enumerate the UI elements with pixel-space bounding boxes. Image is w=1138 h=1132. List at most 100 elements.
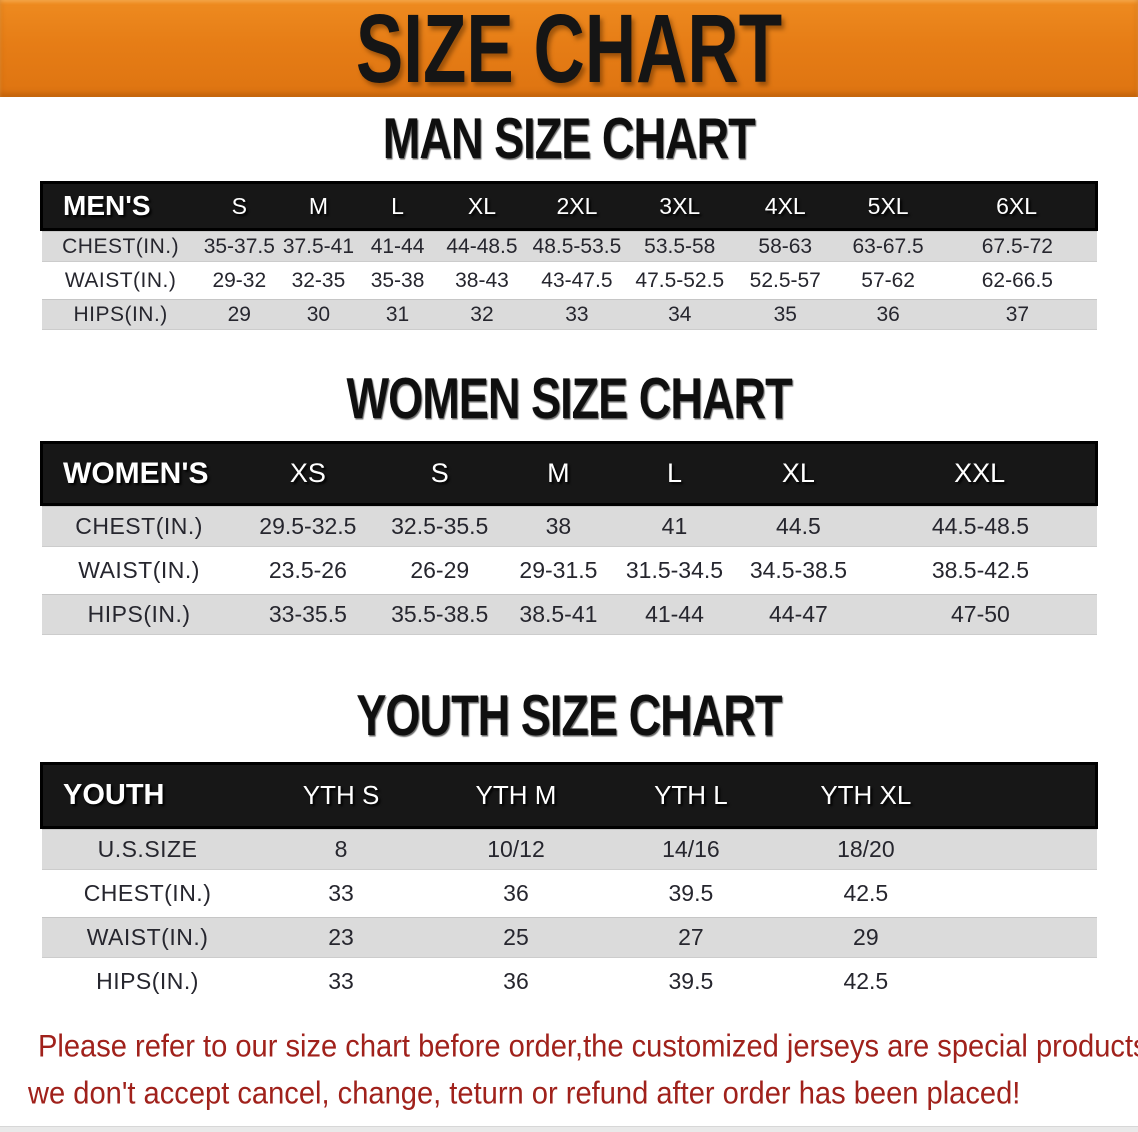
women-section-title: WOMEN SIZE CHART bbox=[346, 365, 792, 431]
banner-title: SIZE CHART bbox=[355, 0, 783, 104]
women-row-label-2: HIPS(IN.) bbox=[41, 592, 237, 638]
youth-value-0-3: 18/20 bbox=[778, 827, 954, 873]
youth-row-label-3: HIPS(IN.) bbox=[41, 959, 254, 1005]
women-value-2-2: 38.5-41 bbox=[500, 592, 617, 638]
women-value-1-2: 29-31.5 bbox=[500, 548, 617, 594]
youth-row-label-0: U.S.SIZE bbox=[41, 827, 254, 873]
men-value-1-0: 29-32 bbox=[199, 263, 279, 299]
youth-value-3-0: 33 bbox=[253, 959, 429, 1005]
men-header-row: MEN'S S M L XL 2XL 3XL 4XL 5XL 6XL bbox=[39, 181, 1099, 231]
youth-value-3-3: 42.5 bbox=[778, 959, 954, 1005]
men-size-table-wrap: MEN'S S M L XL 2XL 3XL 4XL 5XL 6XL CHEST(IN.) 35-37… bbox=[0, 181, 1138, 333]
youth-value-spacer-3 bbox=[953, 959, 1097, 1005]
women-value-1-5: 38.5-42.5 bbox=[864, 548, 1097, 594]
youth-size-table: YOUTH YTH S YTH M YTH L YTH XL U.S.SIZE 8 10/12… bbox=[39, 762, 1099, 1005]
youth-measure-row-1: CHEST(IN.) 33 36 39.5 42.5 bbox=[41, 871, 1097, 917]
youth-measure-row-2: WAIST(IN.) 23 25 27 29 bbox=[41, 915, 1097, 961]
women-size-table-wrap: WOMEN'S XS S M L XL XXL CHEST(IN.) 29.5-32.5 32.5… bbox=[0, 441, 1138, 638]
women-group-label: WOMEN'S bbox=[39, 441, 237, 506]
women-size-col-4: XL bbox=[732, 441, 865, 506]
youth-section-title: YOUTH SIZE CHART bbox=[356, 682, 782, 748]
women-value-2-5: 47-50 bbox=[864, 592, 1097, 638]
women-size-table: WOMEN'S XS S M L XL XXL CHEST(IN.) 29.5-32.5 32.5… bbox=[39, 441, 1099, 638]
women-size-section: WOMEN SIZE CHART WOMEN'S XS S M L XL XXL CHEST(… bbox=[0, 365, 1138, 638]
women-size-col-5: XXL bbox=[864, 441, 1099, 506]
men-value-2-8: 37 bbox=[938, 297, 1097, 333]
youth-value-1-1: 36 bbox=[428, 871, 604, 917]
youth-value-2-0: 23 bbox=[253, 915, 429, 961]
youth-value-1-2: 39.5 bbox=[603, 871, 779, 917]
women-value-0-3: 41 bbox=[616, 504, 733, 550]
youth-value-spacer-1 bbox=[953, 871, 1097, 917]
women-value-1-4: 34.5-38.5 bbox=[732, 548, 865, 594]
men-section-heading: MAN SIZE CHART bbox=[0, 105, 1138, 171]
women-value-2-3: 41-44 bbox=[616, 592, 733, 638]
youth-value-1-0: 33 bbox=[253, 871, 429, 917]
men-value-2-7: 36 bbox=[838, 297, 939, 333]
men-value-0-4: 48.5-53.5 bbox=[526, 229, 628, 265]
youth-group-label: YOUTH bbox=[39, 762, 254, 829]
youth-size-col-3: YTH XL bbox=[778, 762, 954, 829]
women-size-col-3: L bbox=[616, 441, 733, 506]
men-size-col-8: 6XL bbox=[938, 181, 1099, 231]
youth-value-3-2: 39.5 bbox=[603, 959, 779, 1005]
women-section-heading: WOMEN SIZE CHART bbox=[0, 365, 1138, 431]
men-value-2-2: 31 bbox=[358, 297, 438, 333]
youth-row-label-1: CHEST(IN.) bbox=[41, 871, 254, 917]
men-value-2-5: 34 bbox=[627, 297, 733, 333]
youth-value-0-2: 14/16 bbox=[603, 827, 779, 873]
youth-header-row: YOUTH YTH S YTH M YTH L YTH XL bbox=[39, 762, 1099, 829]
youth-value-3-1: 36 bbox=[428, 959, 604, 1005]
youth-spacer-col bbox=[953, 762, 1099, 829]
men-value-0-0: 35-37.5 bbox=[199, 229, 279, 265]
men-group-label: MEN'S bbox=[39, 181, 200, 231]
youth-value-2-2: 27 bbox=[603, 915, 779, 961]
men-size-col-1: M bbox=[278, 181, 358, 231]
youth-size-table-wrap: YOUTH YTH S YTH M YTH L YTH XL U.S.SIZE 8 10/12… bbox=[0, 762, 1138, 1005]
men-size-col-5: 3XL bbox=[627, 181, 733, 231]
men-measure-row-1: WAIST(IN.) 29-32 32-35 35-38 38-43 43-47.5 47.… bbox=[41, 263, 1097, 299]
men-measure-row-2: HIPS(IN.) 29 30 31 32 33 34 35 36 37 bbox=[41, 297, 1097, 333]
youth-row-label-2: WAIST(IN.) bbox=[41, 915, 254, 961]
women-value-2-4: 44-47 bbox=[732, 592, 865, 638]
women-value-1-1: 26-29 bbox=[379, 548, 501, 594]
women-size-col-1: S bbox=[379, 441, 501, 506]
men-value-1-7: 57-62 bbox=[838, 263, 939, 299]
men-value-1-8: 62-66.5 bbox=[938, 263, 1097, 299]
youth-measure-row-0: U.S.SIZE 8 10/12 14/16 18/20 bbox=[41, 827, 1097, 873]
youth-value-2-1: 25 bbox=[428, 915, 604, 961]
men-size-col-0: S bbox=[199, 181, 279, 231]
men-size-col-6: 4XL bbox=[732, 181, 839, 231]
order-policy-note: Please refer to our size chart before or… bbox=[0, 1023, 1138, 1117]
men-value-1-4: 43-47.5 bbox=[526, 263, 628, 299]
women-value-2-1: 35.5-38.5 bbox=[379, 592, 501, 638]
men-size-col-4: 2XL bbox=[526, 181, 628, 231]
men-value-0-3: 44-48.5 bbox=[437, 229, 527, 265]
men-value-2-1: 30 bbox=[278, 297, 358, 333]
men-value-2-3: 32 bbox=[437, 297, 527, 333]
women-header-row: WOMEN'S XS S M L XL XXL bbox=[39, 441, 1099, 506]
youth-value-0-1: 10/12 bbox=[428, 827, 604, 873]
men-value-1-3: 38-43 bbox=[437, 263, 527, 299]
men-size-section: MAN SIZE CHART MEN'S S M L XL 2XL 3XL 4XL 5XL 6XL… bbox=[0, 105, 1138, 333]
women-value-1-0: 23.5-26 bbox=[236, 548, 380, 594]
women-size-col-2: M bbox=[500, 441, 617, 506]
men-row-label-2: HIPS(IN.) bbox=[41, 297, 200, 333]
women-measure-row-0: CHEST(IN.) 29.5-32.5 32.5-35.5 38 41 44.5 44.5… bbox=[41, 504, 1097, 550]
youth-section-heading: YOUTH SIZE CHART bbox=[0, 682, 1138, 748]
women-row-label-0: CHEST(IN.) bbox=[41, 504, 237, 550]
policy-note-line-1: Please refer to our size chart before or… bbox=[38, 1029, 1138, 1064]
women-size-col-0: XS bbox=[236, 441, 380, 506]
women-row-label-1: WAIST(IN.) bbox=[41, 548, 237, 594]
youth-value-1-3: 42.5 bbox=[778, 871, 954, 917]
men-value-2-0: 29 bbox=[199, 297, 279, 333]
women-value-0-1: 32.5-35.5 bbox=[379, 504, 501, 550]
men-value-0-1: 37.5-41 bbox=[278, 229, 358, 265]
youth-size-section: YOUTH SIZE CHART YOUTH YTH S YTH M YTH L YTH… bbox=[0, 682, 1138, 1005]
women-value-0-2: 38 bbox=[500, 504, 617, 550]
size-chart-banner: SIZE CHART bbox=[0, 0, 1138, 103]
men-measure-row-0: CHEST(IN.) 35-37.5 37.5-41 41-44 44-48.5 48.5… bbox=[41, 229, 1097, 265]
men-section-title: MAN SIZE CHART bbox=[383, 105, 756, 171]
men-value-0-2: 41-44 bbox=[358, 229, 438, 265]
men-row-label-0: CHEST(IN.) bbox=[41, 229, 200, 265]
